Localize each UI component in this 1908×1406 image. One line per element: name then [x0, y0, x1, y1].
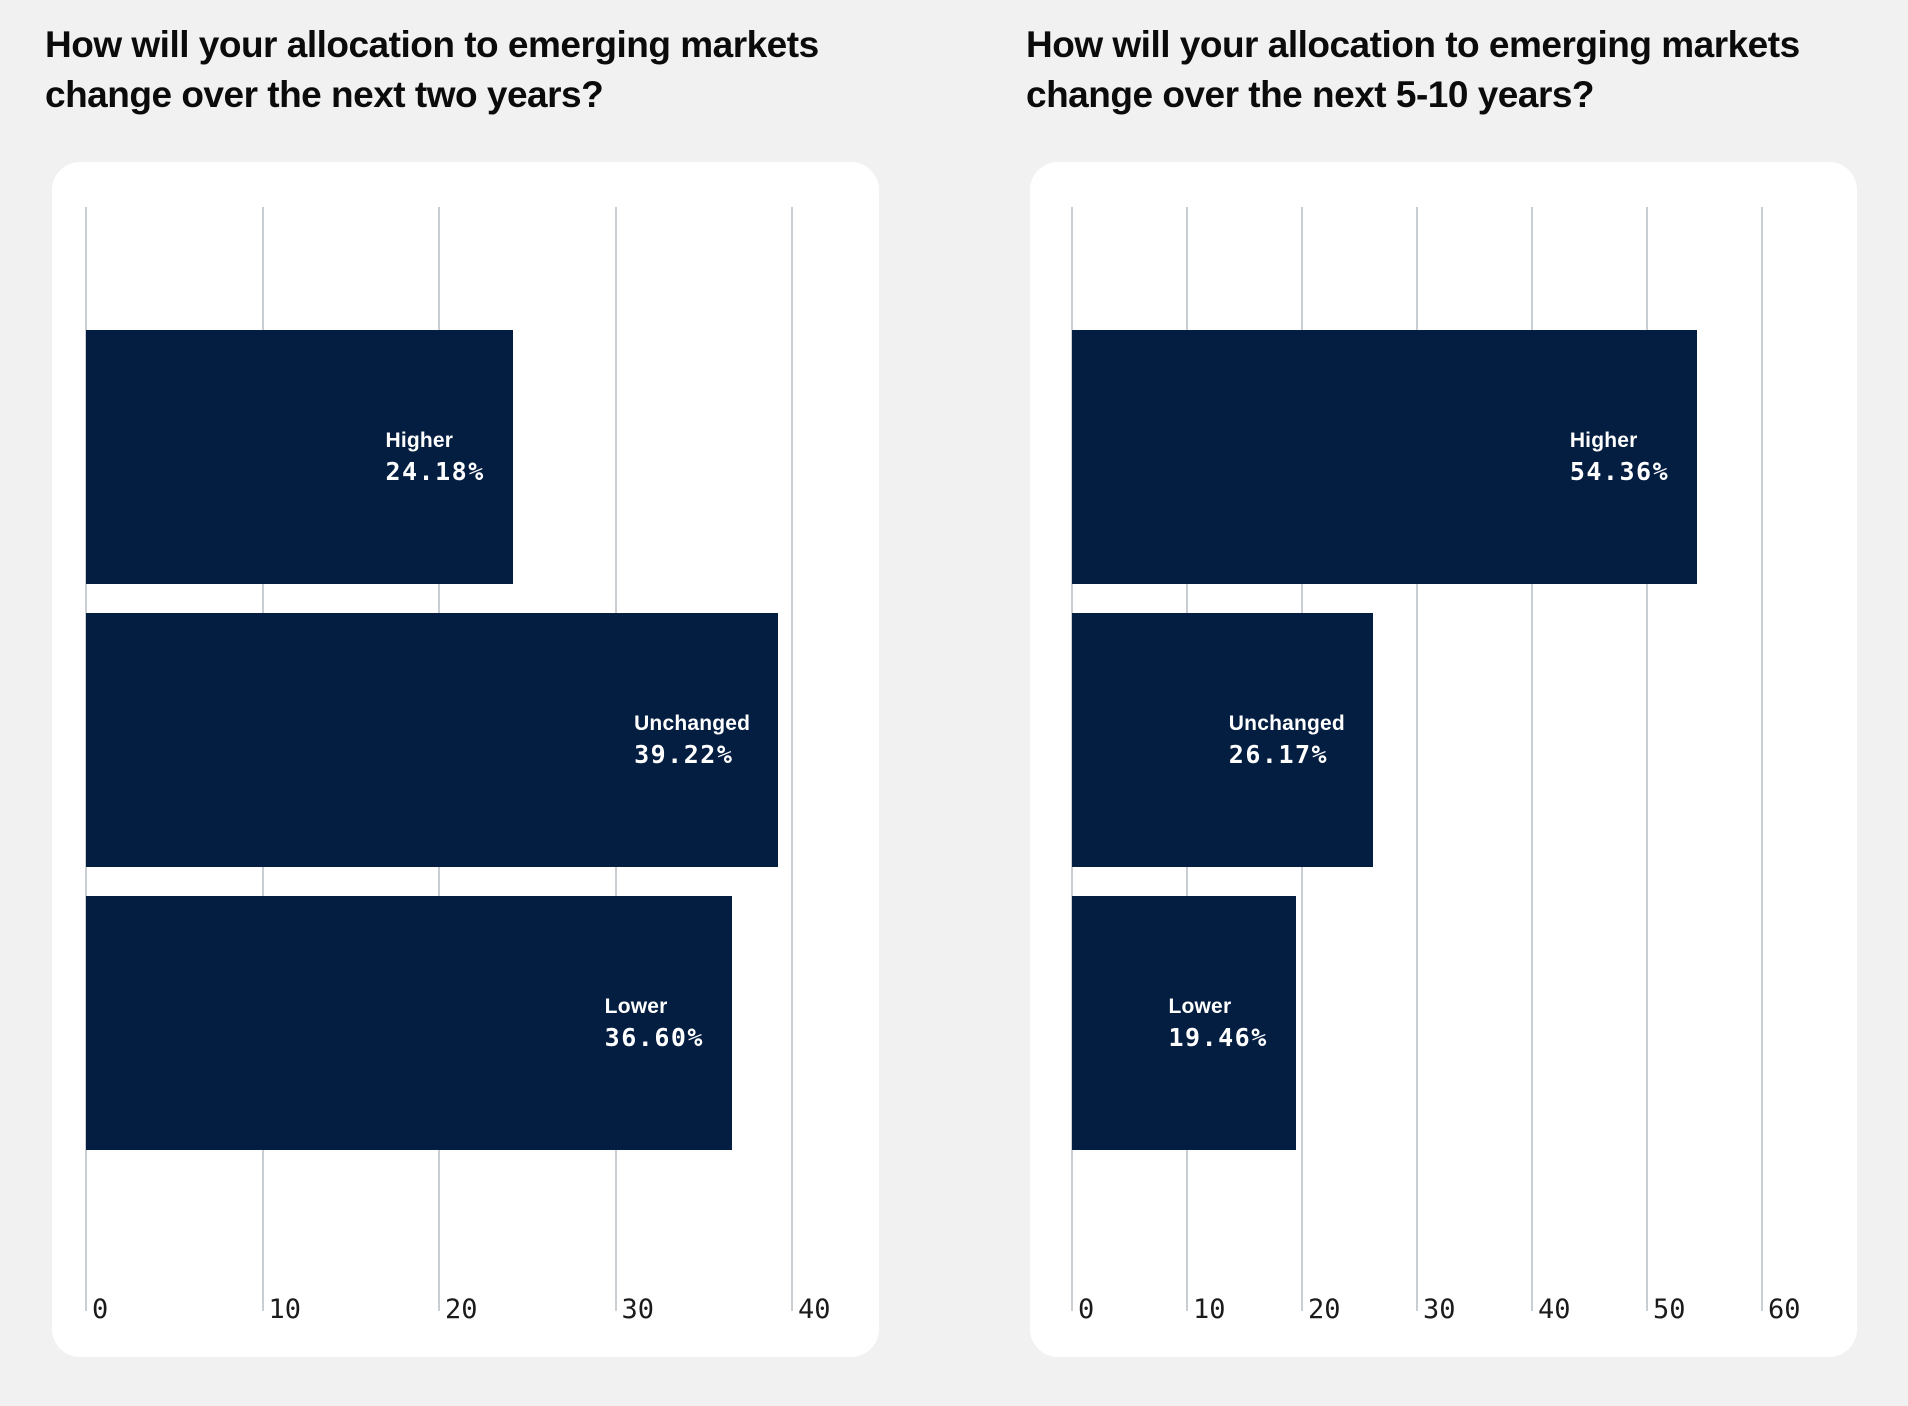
- x-axis-tick-label: 0: [1078, 1294, 1095, 1325]
- x-axis-tick-label: 30: [1423, 1294, 1456, 1325]
- bar-chart-two-years: 0 10 20 30 40 Higher 24.18% Unchanged 39.22% Lowe…: [85, 207, 831, 1325]
- bar-category-label: Unchanged: [634, 712, 751, 735]
- bar-label: Higher 24.18%: [385, 427, 484, 487]
- chart-title-two-years: How will your allocation to emerging mar…: [45, 20, 855, 120]
- x-axis-tick-label: 20: [445, 1294, 478, 1325]
- x-axis-tick-label: 30: [621, 1294, 655, 1325]
- chart-title-line: change over the next 5-10 years?: [1026, 74, 1595, 115]
- bar-label: Lower 19.46%: [1168, 993, 1267, 1053]
- bar-lower: Lower 19.46%: [1072, 896, 1296, 1150]
- bar-value-label: 26.17%: [1228, 740, 1329, 769]
- bar-label: Higher 54.36%: [1570, 427, 1669, 487]
- bar-value-label: 36.60%: [604, 1023, 704, 1052]
- bar-unchanged: Unchanged 39.22%: [86, 613, 779, 867]
- chart-title-line: change over the next two years?: [45, 74, 604, 115]
- gridline: [1416, 207, 1418, 1311]
- bar-label: Unchanged 26.17%: [1229, 710, 1345, 770]
- x-axis-tick-label: 10: [1192, 1294, 1226, 1325]
- bar-label: Lower 36.60%: [605, 993, 704, 1053]
- chart-title-5-10-years: How will your allocation to emerging mar…: [1026, 20, 1836, 120]
- bar-unchanged: Unchanged 26.17%: [1072, 613, 1373, 867]
- bar-lower: Lower 36.60%: [86, 896, 732, 1150]
- x-axis-tick-label: 40: [1537, 1294, 1571, 1325]
- bar-value-label: 54.36%: [1569, 457, 1670, 486]
- bar-category-label: Higher: [385, 429, 454, 452]
- bar-label: Unchanged 39.22%: [634, 710, 750, 770]
- chart-card-5-10-years: 0 10 20 30 40 50 60 Higher 54.36% Unchanged 26.17%…: [1030, 162, 1857, 1357]
- chart-title-line: How will your allocation to emerging mar…: [1026, 24, 1800, 65]
- gridline: [1531, 207, 1533, 1311]
- bar-value-label: 24.18%: [385, 457, 485, 486]
- bar-value-label: 39.22%: [634, 740, 734, 769]
- gridline: [1761, 207, 1763, 1311]
- bar-higher: Higher 24.18%: [86, 330, 513, 584]
- gridline: [791, 207, 793, 1311]
- x-axis-tick-label: 0: [92, 1294, 109, 1325]
- x-axis-tick-label: 40: [798, 1294, 831, 1325]
- x-axis-tick-label: 50: [1653, 1294, 1686, 1325]
- bar-higher: Higher 54.36%: [1072, 330, 1698, 584]
- bar-category-label: Higher: [1569, 429, 1638, 452]
- bar-category-label: Lower: [1168, 995, 1232, 1018]
- gridline: [1646, 207, 1648, 1311]
- chart-title-line: How will your allocation to emerging mar…: [45, 24, 819, 65]
- x-axis-tick-label: 20: [1307, 1294, 1341, 1325]
- bar-chart-5-10-years: 0 10 20 30 40 50 60 Higher 54.36% Unchanged 26.17%…: [1071, 207, 1801, 1325]
- x-axis-tick-label: 10: [268, 1294, 302, 1325]
- bar-category-label: Unchanged: [1228, 712, 1345, 735]
- chart-card-two-years: 0 10 20 30 40 Higher 24.18% Unchanged 39.22% Lowe…: [52, 162, 879, 1357]
- bar-value-label: 19.46%: [1168, 1023, 1268, 1052]
- bar-category-label: Lower: [604, 995, 668, 1018]
- x-axis-tick-label: 60: [1768, 1294, 1801, 1325]
